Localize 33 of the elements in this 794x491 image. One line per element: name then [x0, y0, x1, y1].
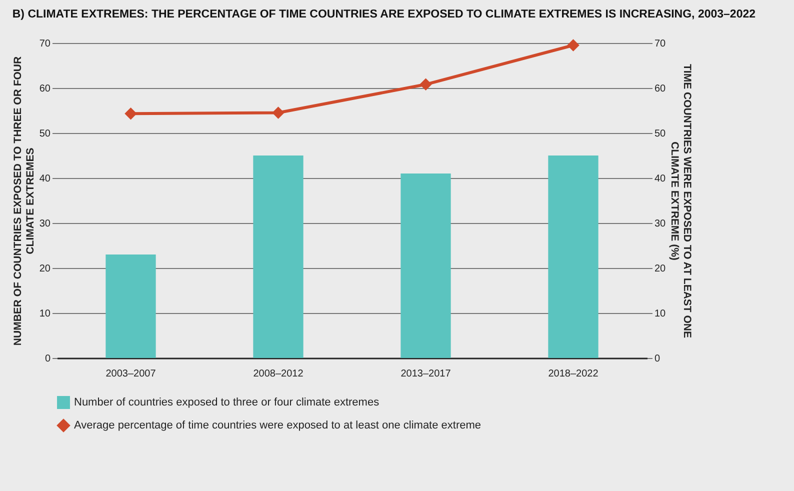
x-tick-label: 2008–2012 — [253, 368, 304, 380]
legend-label: Average percentage of time countries were exposed to at least one climate extreme — [74, 420, 482, 432]
x-tick-label: 2013–2017 — [400, 368, 452, 380]
y-axis-title: NUMBER OF COUNTRIES EXPOSED TO THREE OR FOUR CLIMATE EXTREMES — [12, 56, 36, 346]
y-tick-label: 30 — [39, 218, 51, 230]
point — [124, 108, 137, 120]
bar — [400, 174, 451, 358]
x-tick-label: 2018–2022 — [548, 368, 599, 380]
y-tick-label: 60 — [39, 84, 51, 94]
point — [567, 39, 580, 52]
point — [272, 106, 284, 119]
point — [420, 78, 432, 91]
bar — [253, 156, 304, 358]
y2-tick-label: 20 — [654, 264, 666, 274]
y2-tick-label: 0 — [654, 354, 660, 364]
y-tick-label: 70 — [39, 38, 51, 50]
y2-tick-label: 60 — [654, 84, 666, 94]
y2-tick-label: 40 — [654, 174, 666, 184]
y-tick-label: 40 — [39, 174, 51, 184]
y2-tick-label: 70 — [654, 38, 666, 50]
y-tick-label: 50 — [39, 128, 51, 140]
chart-title: B) CLIMATE EXTREMES: THE PERCENTAGE OF TIME COUNTRIES ARE EXPOSED TO CLIMATE EXTREMES IS INCREASING, 2003–2022 — [12, 8, 756, 20]
y-tick-label: 0 — [44, 354, 51, 364]
y-tick-label: 20 — [39, 264, 51, 274]
y-tick-label: 10 — [39, 308, 51, 320]
legend-label: Number of countries exposed to three or four climate extremes — [74, 396, 380, 408]
y2-tick-label: 30 — [654, 218, 666, 230]
y2-axis-title: TIME COUNTRIES WERE EXPOSED TO AT LEAST ONE CLIMATE EXTREME (%) — [668, 64, 694, 338]
x-tick-label: 2003–2007 — [106, 368, 156, 380]
bar — [548, 156, 598, 358]
y2-tick-label: 10 — [654, 308, 666, 320]
bar — [106, 254, 156, 358]
y2-tick-label: 50 — [654, 128, 666, 140]
